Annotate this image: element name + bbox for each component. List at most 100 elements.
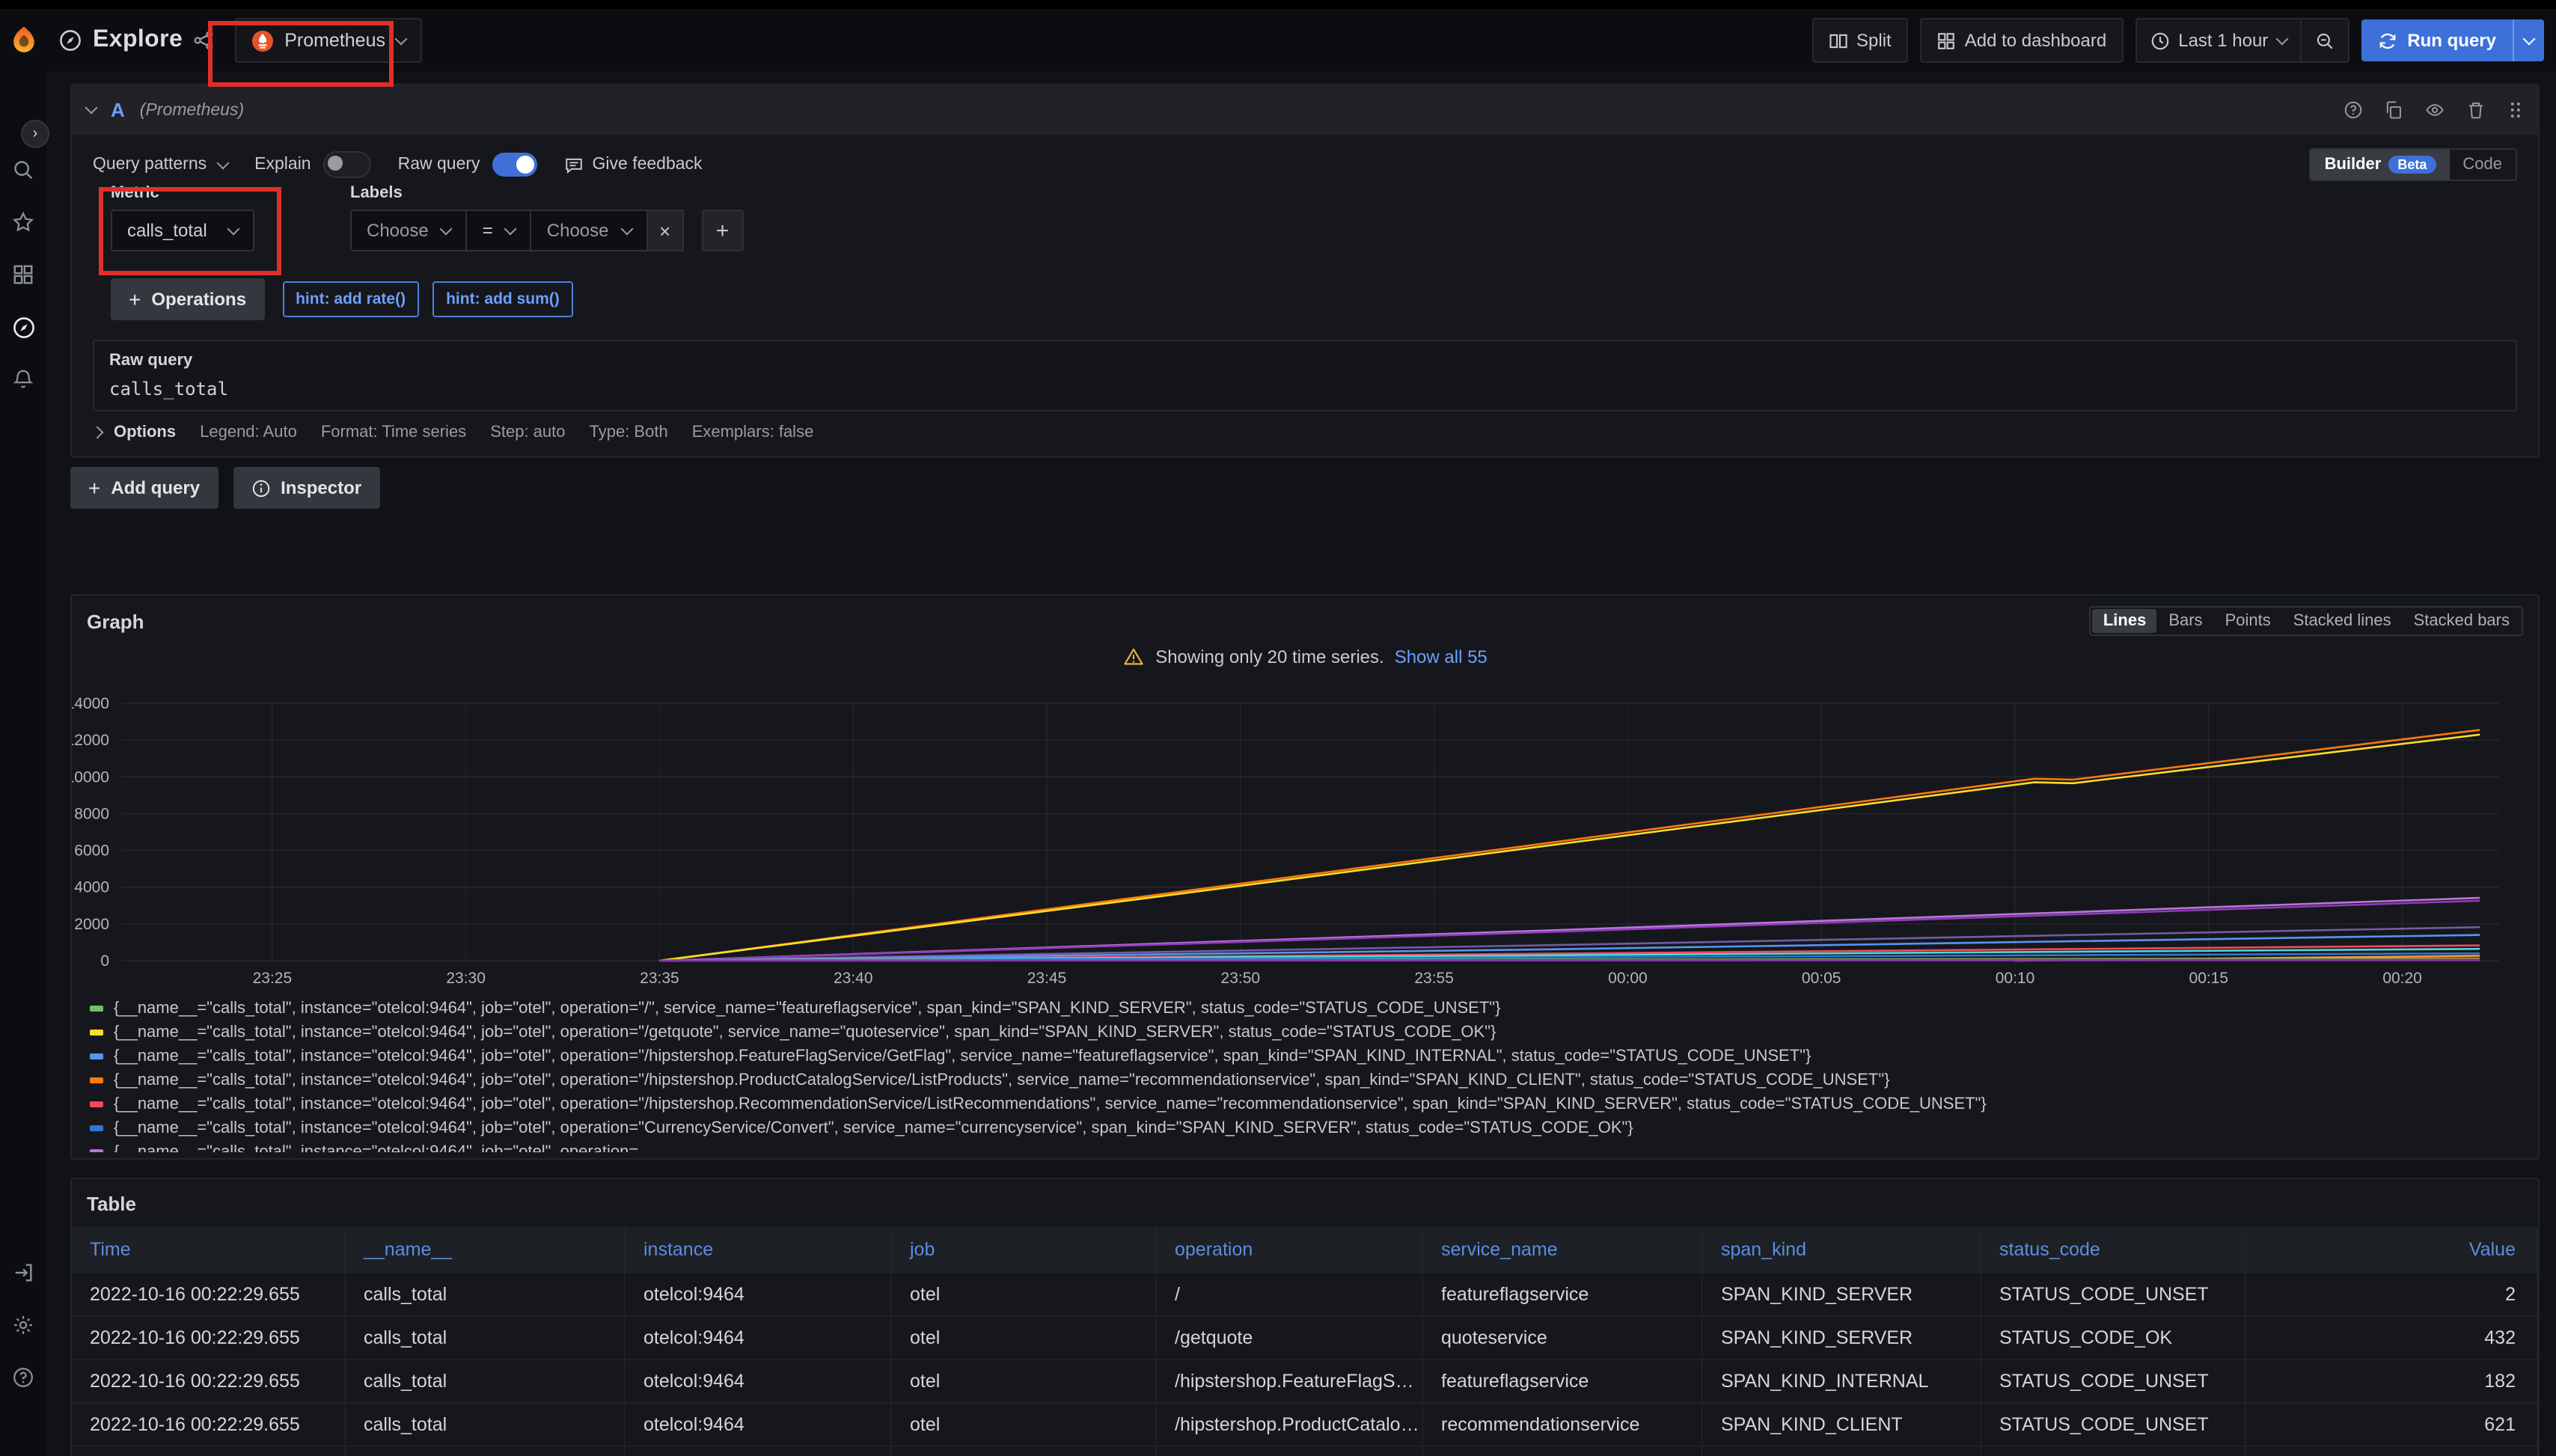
- split-button[interactable]: Split: [1811, 18, 1908, 63]
- option-summary-item: Format: Time series: [320, 423, 467, 441]
- sidebar-item-explore[interactable]: [0, 316, 46, 340]
- run-query-dropdown[interactable]: [2513, 19, 2544, 61]
- legend-item[interactable]: {__name__="calls_total", instance="otelc…: [90, 997, 2523, 1021]
- legend-item[interactable]: {__name__="calls_total", instance="otelc…: [90, 1140, 2523, 1152]
- table-cell: otelcol:9464: [626, 1317, 892, 1359]
- graph-style-stacked-lines[interactable]: Stacked lines: [2293, 612, 2391, 630]
- query-row-header[interactable]: A (Prometheus): [72, 85, 2538, 135]
- share-icon[interactable]: [193, 30, 214, 51]
- sidebar-item-starred[interactable]: [0, 211, 46, 233]
- series-line[interactable]: [659, 899, 2480, 962]
- series-line[interactable]: [659, 934, 2480, 962]
- option-summary-item: Exemplars: false: [691, 423, 814, 441]
- label-operator-select[interactable]: =: [465, 209, 531, 251]
- column-header-statuscode[interactable]: status_code: [1981, 1227, 2246, 1272]
- eye-icon[interactable]: [2424, 100, 2445, 120]
- zoom-out-button[interactable]: [2299, 19, 2347, 61]
- y-axis-tick-label: 8000: [74, 805, 109, 822]
- help-icon[interactable]: [2343, 100, 2363, 120]
- add-label-filter-button[interactable]: +: [701, 209, 744, 251]
- table-cell: otel: [892, 1404, 1157, 1446]
- trash-icon[interactable]: [2466, 100, 2486, 120]
- sidebar-item-settings[interactable]: [0, 1314, 46, 1336]
- graph-style-stacked-bars[interactable]: Stacked bars: [2413, 612, 2510, 630]
- expand-nav-button[interactable]: ›: [21, 120, 49, 148]
- legend-swatch[interactable]: [90, 1077, 103, 1083]
- series-line[interactable]: [659, 729, 2480, 962]
- series-line[interactable]: [659, 959, 2480, 962]
- builder-tab[interactable]: Builder Beta: [2311, 150, 2450, 180]
- graph-style-bars[interactable]: Bars: [2168, 612, 2203, 630]
- table-cell: otel: [892, 1317, 1157, 1359]
- time-picker-group: Last 1 hour: [2135, 18, 2349, 63]
- legend-item[interactable]: {__name__="calls_total", instance="otelc…: [90, 1068, 2523, 1092]
- raw-query-toggle[interactable]: [492, 153, 537, 177]
- datasource-picker[interactable]: Prometheus: [235, 18, 421, 63]
- column-header-servicename[interactable]: service_name: [1423, 1227, 1703, 1272]
- legend-swatch[interactable]: [90, 1006, 103, 1012]
- table-cell: /: [1157, 1273, 1423, 1315]
- remove-label-filter-button[interactable]: ×: [647, 209, 684, 251]
- legend-item[interactable]: {__name__="calls_total", instance="otelc…: [90, 1044, 2523, 1068]
- query-hint-button[interactable]: hint: add sum(): [432, 281, 573, 317]
- drag-handle-icon[interactable]: [2507, 100, 2523, 120]
- legend-swatch[interactable]: [90, 1053, 103, 1059]
- beta-badge: Beta: [2388, 156, 2436, 174]
- column-header-Time[interactable]: Time: [72, 1227, 346, 1272]
- y-axis-tick-label: 4000: [74, 879, 109, 896]
- column-header-instance[interactable]: instance: [626, 1227, 892, 1272]
- show-all-series-link[interactable]: Show all 55: [1394, 646, 1488, 667]
- run-query-button[interactable]: Run query: [2361, 19, 2544, 61]
- column-header-name[interactable]: __name__: [346, 1227, 626, 1272]
- column-header-operation[interactable]: operation: [1157, 1227, 1423, 1272]
- query-patterns-label: Query patterns: [93, 156, 207, 174]
- sidebar-item-sign-in[interactable]: [0, 1261, 46, 1284]
- legend-swatch[interactable]: [90, 1101, 103, 1107]
- legend-item[interactable]: {__name__="calls_total", instance="otelc…: [90, 1092, 2523, 1116]
- legend-item[interactable]: {__name__="calls_total", instance="otelc…: [90, 1116, 2523, 1140]
- inspector-button[interactable]: Inspector: [233, 467, 380, 509]
- label-key-select[interactable]: Choose: [350, 209, 466, 251]
- label-value-select[interactable]: Choose: [530, 209, 648, 251]
- sidebar-item-help[interactable]: [0, 1366, 46, 1389]
- options-row[interactable]: Options Legend: Auto Format: Time series S…: [91, 423, 814, 441]
- legend-item[interactable]: {__name__="calls_total", instance="otelc…: [90, 1021, 2523, 1044]
- graph-style-points[interactable]: Points: [2225, 612, 2271, 630]
- code-tab[interactable]: Code: [2449, 150, 2516, 180]
- split-label: Split: [1856, 30, 1892, 51]
- query-hint-button[interactable]: hint: add rate(): [282, 281, 420, 317]
- explain-toggle[interactable]: [322, 151, 371, 178]
- copy-icon[interactable]: [2384, 100, 2403, 120]
- grafana-logo[interactable]: [7, 24, 40, 57]
- add-operation-button[interactable]: + Operations: [111, 278, 265, 320]
- legend-swatch[interactable]: [90, 1030, 103, 1036]
- sidebar-item-search[interactable]: [0, 159, 46, 181]
- query-patterns-dropdown[interactable]: Query patterns: [93, 156, 230, 174]
- table-cell: featureflagservice: [1423, 1360, 1703, 1402]
- add-query-button[interactable]: + Add query: [70, 467, 218, 509]
- series-line[interactable]: [659, 926, 2480, 962]
- legend-swatch[interactable]: [90, 1149, 103, 1152]
- graph-style-lines[interactable]: Lines: [2092, 609, 2157, 633]
- add-to-dashboard-button[interactable]: Add to dashboard: [1919, 18, 2124, 63]
- give-feedback-link[interactable]: Give feedback: [564, 155, 703, 174]
- collapse-chevron-icon[interactable]: [85, 101, 98, 114]
- legend-swatch[interactable]: [90, 1125, 103, 1131]
- time-series-chart[interactable]: 0 2000 4000 6000 8000 10000 12000 14000 23:25 23:…: [72, 670, 2538, 1003]
- column-header-job[interactable]: job: [892, 1227, 1157, 1272]
- table-row[interactable]: 2022-10-16 00:22:29.655calls_totalotelco…: [72, 1446, 2538, 1456]
- table-cell: SPAN_KIND_SERVER: [1703, 1317, 1981, 1359]
- column-header-spankind[interactable]: span_kind: [1703, 1227, 1981, 1272]
- sidebar-item-alerting[interactable]: [0, 368, 46, 391]
- sidebar-item-dashboards[interactable]: [0, 263, 46, 286]
- query-hints: hint: add rate() hint: add sum(): [282, 281, 573, 317]
- series-line[interactable]: [659, 733, 2480, 962]
- metric-select[interactable]: calls_total: [111, 209, 254, 251]
- time-range-button[interactable]: Last 1 hour: [2136, 19, 2299, 61]
- warning-text: Showing only 20 time series.: [1155, 646, 1384, 667]
- column-header-Value[interactable]: Value: [2246, 1227, 2538, 1272]
